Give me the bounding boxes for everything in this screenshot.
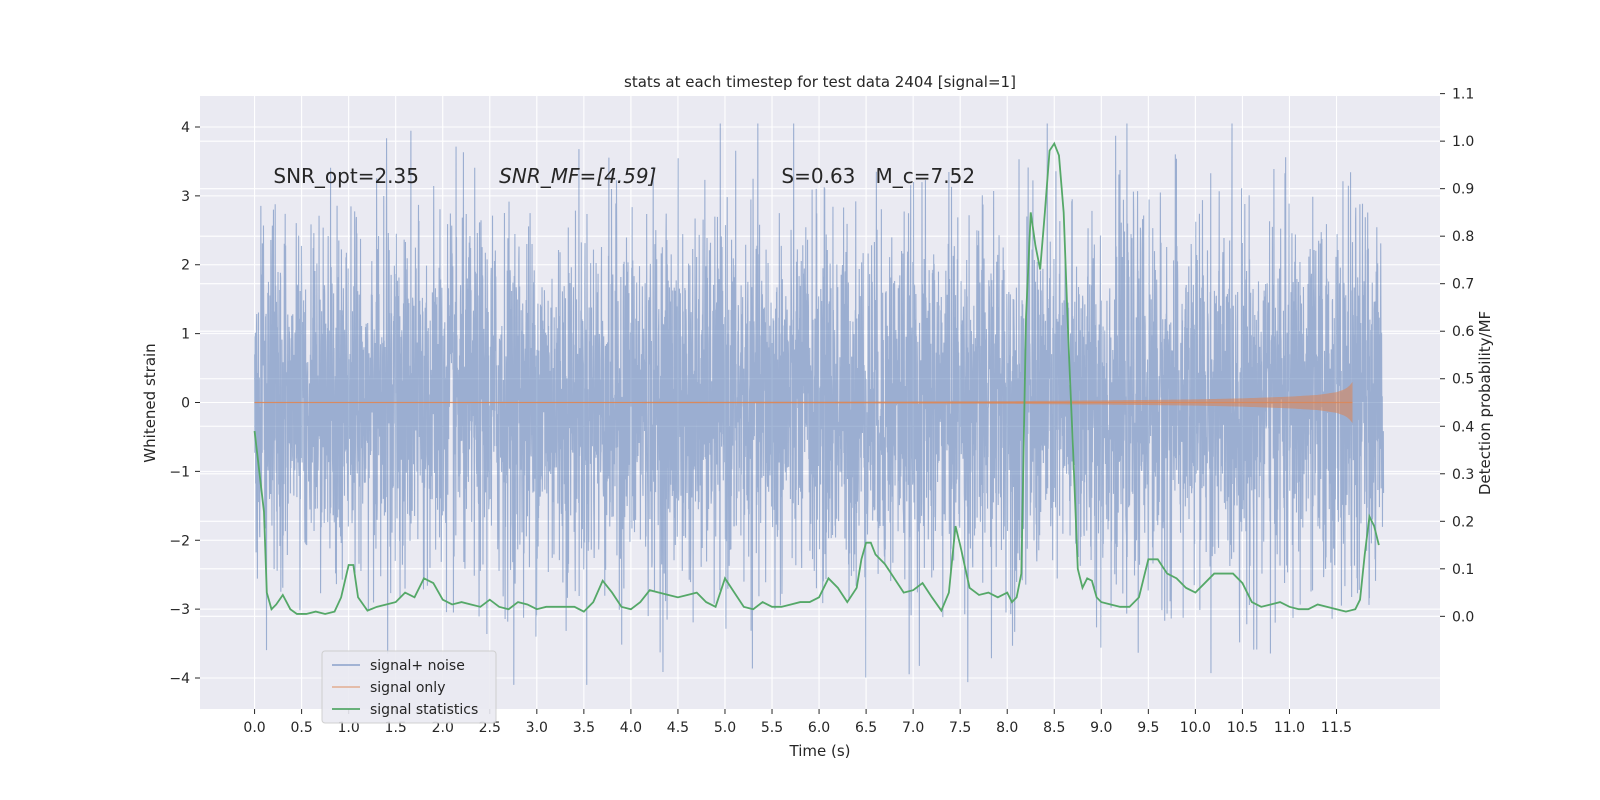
right-y-axis-ticks: 0.0 0.1 0.2 0.3 0.4 0.5 0.6 0.7 0.8 0.9 1.0 1.1 [1440,87,1474,625]
y-right-tick-label: 0.7 [1452,277,1474,293]
x-tick-label: 3.5 [573,720,595,736]
x-tick-label: 10.5 [1227,720,1258,736]
legend-label-signal-noise: signal+ noise [370,658,465,674]
y-right-tick-label: 0.9 [1452,182,1474,198]
y-left-tick-label: 2 [181,258,190,274]
y-right-tick-label: 1.0 [1452,134,1474,150]
annotation-mc: M_c=7.52 [876,164,976,188]
x-tick-label: 2.0 [432,720,454,736]
y-left-tick-label: 4 [181,120,190,136]
y-right-tick-label: 0.3 [1452,467,1474,483]
x-tick-label: 5.0 [714,720,736,736]
legend-label-signal-statistics: signal statistics [370,702,478,718]
y-right-tick-label: 0.6 [1452,324,1474,340]
x-tick-label: 4.5 [667,720,689,736]
y-left-tick-label: 1 [181,327,190,343]
x-tick-label: 6.5 [855,720,877,736]
left-y-axis-ticks: −4 −3 −2 −1 0 1 2 3 4 [169,120,200,687]
y-left-tick-label: −2 [169,533,190,549]
x-tick-label: 0.0 [243,720,265,736]
y-right-tick-label: 0.8 [1452,229,1474,245]
x-tick-label: 11.0 [1274,720,1305,736]
chart-title: stats at each timestep for test data 240… [624,73,1016,91]
x-tick-label: 1.0 [338,720,360,736]
y-right-tick-label: 0.1 [1452,562,1474,578]
y-right-tick-label: 0.0 [1452,609,1474,625]
y-left-tick-label: −3 [169,602,190,618]
x-tick-label: 7.0 [902,720,924,736]
series-signal-noise [254,123,1385,685]
x-tick-label: 5.5 [761,720,783,736]
y-right-tick-label: 0.4 [1452,419,1474,435]
x-tick-label: 0.5 [290,720,312,736]
x-tick-label: 8.5 [1043,720,1065,736]
y-left-tick-label: 0 [181,396,190,412]
x-tick-label: 9.5 [1137,720,1159,736]
x-tick-label: 8.0 [996,720,1018,736]
x-tick-label: 6.0 [808,720,830,736]
y-right-tick-label: 0.5 [1452,372,1474,388]
legend-label-signal-only: signal only [370,680,445,696]
left-y-axis-label: Whitened strain [141,343,159,462]
x-tick-label: 3.0 [526,720,548,736]
plot-layer [253,123,1385,685]
x-tick-label: 1.5 [385,720,407,736]
right-y-axis-label: Detection probability/MF [1476,311,1494,495]
annotation-snr-opt: SNR_opt=2.35 [273,164,419,188]
x-axis-ticks: 0.0 0.5 1.0 1.5 2.0 2.5 3.0 3.5 4.0 4.5 5.0 5.5 6.0 6… [243,709,1352,736]
x-tick-label: 10.0 [1180,720,1211,736]
y-left-tick-label: 3 [181,189,190,205]
x-tick-label: 9.0 [1090,720,1112,736]
x-axis-label: Time (s) [789,742,851,760]
series-signal-statistics [253,141,1380,615]
x-tick-label: 4.0 [620,720,642,736]
y-right-tick-label: 0.2 [1452,514,1474,530]
y-left-tick-label: −4 [169,671,190,687]
legend-box [321,650,497,724]
x-tick-label: 2.5 [479,720,501,736]
y-right-tick-label: 1.1 [1452,87,1474,103]
annotation-s: S=0.63 [781,164,855,188]
annotation-snr-mf: SNR_MF=[4.59] [499,164,656,188]
x-tick-label: 11.5 [1321,720,1352,736]
y-left-tick-label: −1 [169,464,190,480]
legend: signal+ noise signal only signal statist… [321,650,497,724]
x-tick-label: 7.5 [949,720,971,736]
